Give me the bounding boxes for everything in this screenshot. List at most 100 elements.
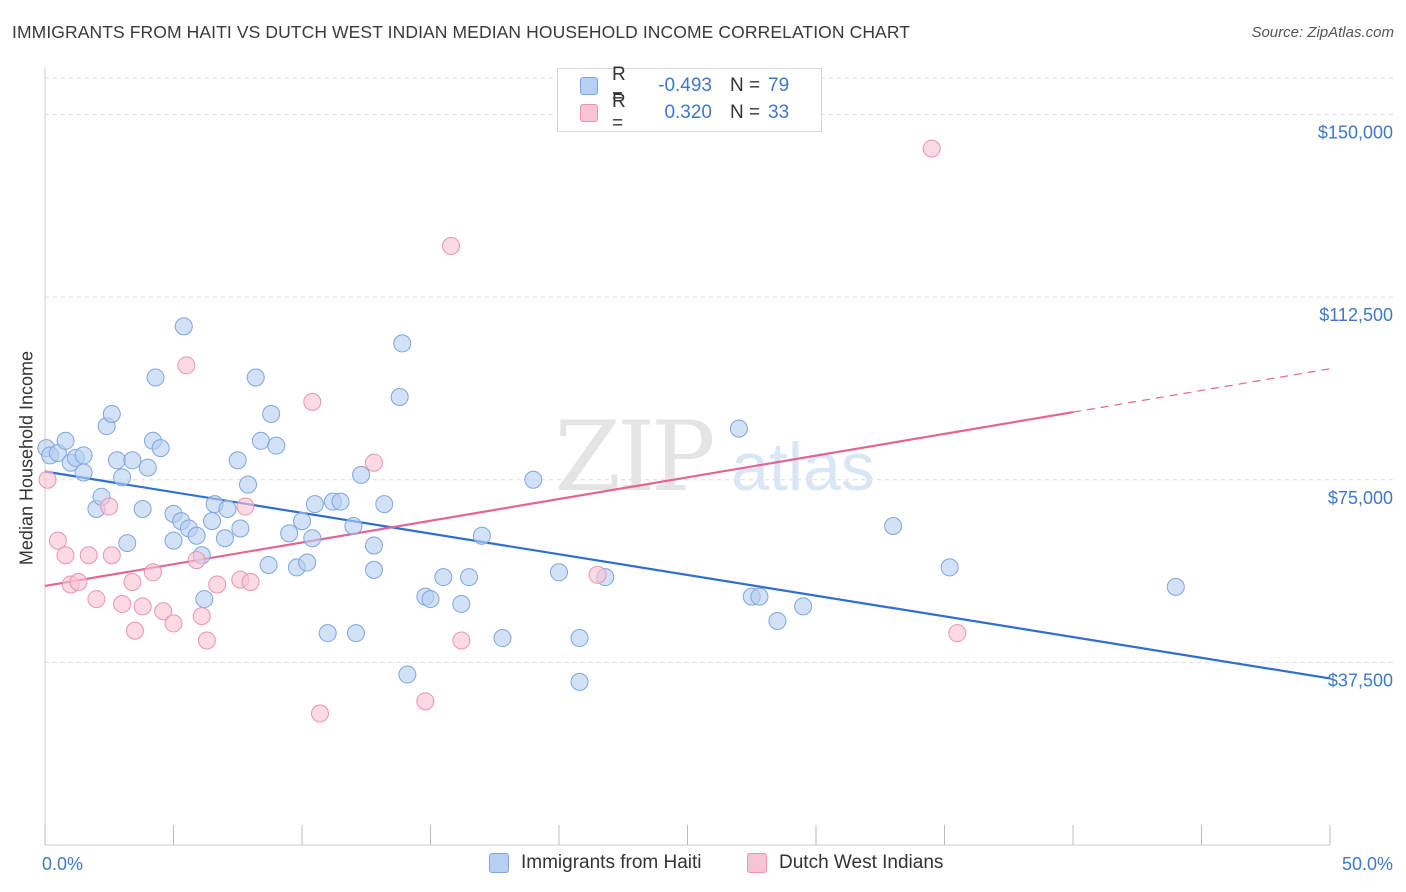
legend-item-dutch-west-indians[interactable]: Dutch West Indians bbox=[747, 852, 943, 874]
point-blue bbox=[218, 499, 237, 518]
point-blue bbox=[246, 368, 265, 387]
y-tick-label: $150,000 bbox=[1318, 123, 1393, 143]
point-blue bbox=[239, 475, 258, 494]
legend-n-label: N = bbox=[730, 75, 761, 96]
point-blue bbox=[228, 451, 247, 470]
point-blue bbox=[421, 590, 440, 609]
legend-n-value: 33 bbox=[768, 102, 790, 123]
point-blue bbox=[352, 465, 371, 484]
point-blue bbox=[393, 334, 412, 353]
point-blue bbox=[231, 519, 250, 538]
point-blue bbox=[151, 439, 170, 458]
point-blue bbox=[344, 517, 363, 536]
point-blue bbox=[123, 451, 142, 470]
point-blue bbox=[768, 611, 787, 630]
point-blue bbox=[215, 529, 234, 548]
legend-r-value: 0.320 bbox=[664, 102, 712, 123]
point-pink bbox=[187, 551, 206, 570]
tick-labels: $37,500 $75,000 $112,500 $150,000 0.0% 50.0% bbox=[42, 123, 1393, 874]
point-pink bbox=[364, 453, 383, 472]
point-pink bbox=[416, 692, 435, 711]
legend-swatch-blue bbox=[489, 853, 509, 873]
legend-swatch-pink bbox=[580, 104, 598, 122]
legend-item-haiti[interactable]: Immigrants from Haiti bbox=[489, 852, 702, 874]
y-tick-label: $37,500 bbox=[1328, 670, 1393, 690]
chart-title: IMMIGRANTS FROM HAITI VS DUTCH WEST INDI… bbox=[12, 22, 911, 42]
point-blue bbox=[74, 446, 93, 465]
legend-row-dutch-west-indian: R = 0.320 N = 33 bbox=[580, 91, 790, 134]
point-blue bbox=[303, 529, 322, 548]
point-blue bbox=[195, 590, 214, 609]
point-blue bbox=[298, 553, 317, 572]
watermark: ZIP atlas bbox=[554, 401, 874, 513]
point-blue bbox=[293, 512, 311, 531]
point-blue bbox=[107, 451, 126, 470]
point-blue bbox=[259, 555, 278, 574]
point-blue bbox=[398, 665, 417, 684]
point-pink bbox=[197, 631, 216, 650]
point-pink bbox=[79, 546, 98, 565]
point-pink bbox=[948, 624, 967, 643]
legend-r-label: R = bbox=[612, 64, 626, 107]
point-blue bbox=[750, 587, 769, 606]
point-blue bbox=[524, 470, 543, 489]
point-blue bbox=[570, 629, 589, 648]
point-blue bbox=[113, 468, 132, 487]
point-blue bbox=[305, 495, 324, 514]
point-blue bbox=[262, 405, 281, 424]
x-tick-label: 0.0% bbox=[42, 854, 83, 874]
point-pink bbox=[154, 602, 173, 621]
legend-n-value: 79 bbox=[768, 75, 790, 96]
point-blue bbox=[174, 317, 193, 336]
y-axis-label: Median Household Income bbox=[16, 350, 37, 566]
point-blue bbox=[138, 458, 157, 477]
point-pink bbox=[38, 470, 57, 489]
point-blue bbox=[1166, 577, 1185, 596]
point-pink bbox=[48, 531, 67, 550]
trend-line-extension-pink bbox=[1072, 368, 1331, 413]
point-blue bbox=[133, 499, 152, 518]
point-blue bbox=[729, 419, 748, 438]
point-pink bbox=[87, 590, 106, 609]
point-pink bbox=[113, 594, 132, 613]
point-pink bbox=[102, 546, 121, 565]
point-blue bbox=[884, 517, 903, 536]
point-pink bbox=[241, 573, 260, 592]
point-pink bbox=[69, 573, 88, 592]
series-legend: Immigrants from Haiti Dutch West Indians bbox=[0, 852, 1406, 876]
point-blue bbox=[364, 536, 383, 555]
point-blue bbox=[550, 563, 568, 582]
point-blue bbox=[251, 431, 270, 450]
x-tick-label: 50.0% bbox=[1342, 854, 1393, 874]
point-pink bbox=[143, 563, 162, 582]
point-blue bbox=[493, 629, 512, 648]
trend-lines bbox=[44, 368, 1331, 680]
legend-n-label: N = bbox=[730, 102, 761, 123]
legend-swatch-blue bbox=[580, 77, 598, 95]
point-pink bbox=[133, 597, 152, 616]
point-blue bbox=[280, 524, 299, 543]
point-pink bbox=[177, 356, 196, 375]
point-blue bbox=[118, 534, 137, 553]
point-pink bbox=[208, 575, 227, 594]
point-pink bbox=[588, 565, 607, 584]
point-pink bbox=[192, 607, 211, 626]
point-blue bbox=[364, 560, 383, 579]
point-blue bbox=[434, 568, 453, 587]
legend-r-label: R = bbox=[612, 91, 626, 134]
point-blue bbox=[102, 405, 121, 424]
legend-r-value: -0.493 bbox=[658, 75, 712, 96]
point-blue bbox=[794, 597, 813, 616]
point-blue bbox=[74, 463, 93, 482]
legend-swatch-pink bbox=[747, 853, 767, 873]
point-blue bbox=[452, 594, 471, 613]
data-points bbox=[37, 139, 1185, 723]
trend-line-pink bbox=[44, 411, 1074, 588]
legend-label-haiti: Immigrants from Haiti bbox=[521, 852, 702, 873]
point-pink bbox=[236, 497, 255, 516]
point-blue bbox=[146, 368, 165, 387]
point-pink bbox=[100, 497, 119, 516]
point-pink bbox=[442, 237, 461, 256]
legend-label-dutch-west-indians: Dutch West Indians bbox=[779, 852, 944, 873]
